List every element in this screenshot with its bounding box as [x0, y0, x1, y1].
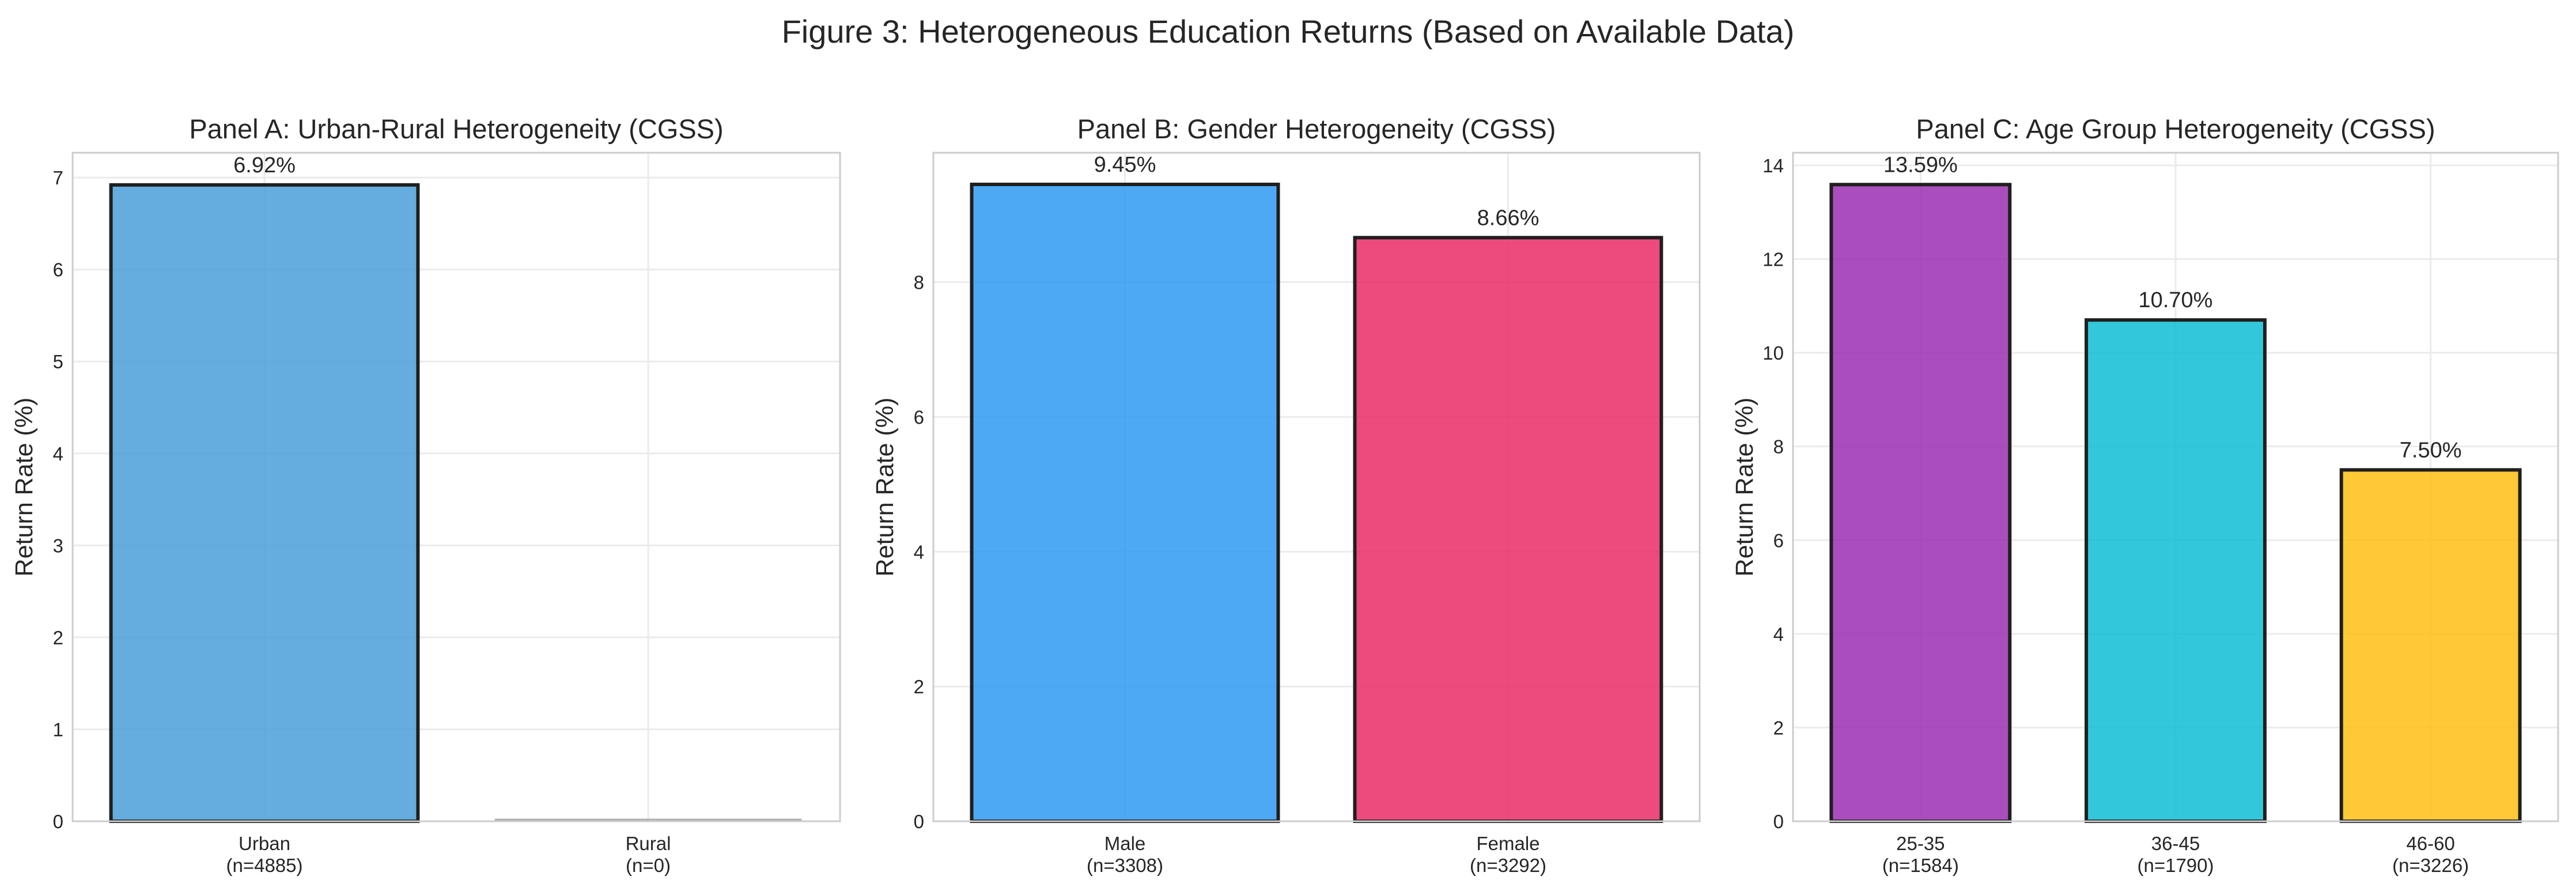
x-tick-label: 46-60: [2406, 833, 2454, 854]
x-tick-label: 36-45: [2151, 833, 2200, 854]
data-label: 10.70%: [2139, 288, 2213, 312]
bar-urban: [109, 183, 420, 823]
x-tick-sample-size: (n=0): [626, 855, 671, 876]
x-tick-label: 25-35: [1896, 833, 1945, 854]
panel-title: Panel B: Gender Heterogeneity (CGSS): [1077, 114, 1556, 144]
y-tick-label: 4: [914, 541, 924, 562]
plot-frame: [932, 152, 1701, 822]
y-tick-label: 14: [1762, 155, 1784, 176]
bar-36-45: [2085, 318, 2267, 823]
bar-female: [1353, 236, 1663, 824]
panel-title: Panel C: Age Group Heterogeneity (CGSS): [1916, 114, 2435, 144]
y-tick-label: 5: [53, 351, 63, 372]
bar-male: [970, 182, 1280, 823]
y-axis-label: Return Rate (%): [10, 398, 38, 577]
x-tick-sample-size: (n=3292): [1470, 855, 1546, 876]
y-tick-label: 8: [1773, 436, 1784, 458]
plot-frame: [1792, 152, 2559, 822]
data-label: 6.92%: [233, 153, 296, 178]
data-label: 8.66%: [1477, 206, 1539, 230]
y-axis-label: Return Rate (%): [871, 398, 899, 577]
y-tick-label: 6: [53, 259, 63, 281]
y-tick-label: 3: [53, 535, 63, 556]
y-tick-label: 2: [53, 627, 63, 648]
x-tick-sample-size: (n=1790): [2137, 855, 2214, 876]
y-tick-label: 2: [1773, 717, 1784, 738]
panel-b-gender: 9.45% Male(n=3308) 8.66% Female(n=3292) 0 2 4 6…: [871, 114, 1701, 876]
y-tick-label: 0: [1773, 811, 1784, 832]
y-tick-label: 6: [1773, 530, 1784, 551]
panel-c-age-group: 13.59% 25-35(n=1584) 10.70% 36-45(n=1790) 7.…: [1731, 114, 2559, 876]
x-tick-label: Male: [1104, 833, 1146, 854]
data-label: 7.50%: [2400, 438, 2462, 462]
y-tick-label: 10: [1762, 342, 1784, 364]
x-tick-label: Female: [1476, 833, 1539, 854]
y-tick-label: 0: [914, 811, 924, 832]
panel-title: Panel A: Urban-Rural Heterogeneity (CGSS…: [189, 114, 723, 144]
figure-title: Figure 3: Heterogeneous Education Return…: [781, 13, 1795, 50]
y-tick-label: 12: [1762, 249, 1784, 270]
x-tick-sample-size: (n=3308): [1087, 855, 1163, 876]
y-tick-label: 7: [53, 167, 63, 188]
y-tick-label: 8: [914, 272, 924, 293]
data-label: 9.45%: [1094, 153, 1156, 177]
y-tick-label: 4: [1773, 624, 1784, 645]
y-tick-label: 4: [53, 443, 63, 465]
y-axis-label: Return Rate (%): [1731, 398, 1758, 577]
x-tick-sample-size: (n=1584): [1882, 855, 1959, 876]
y-tick-label: 0: [53, 811, 63, 832]
plot-frame: [71, 152, 841, 822]
data-label: 13.59%: [1883, 153, 1958, 177]
x-tick-label: Urban: [239, 833, 290, 854]
bar-25-35: [1829, 183, 2012, 823]
x-tick-label: Rural: [626, 833, 671, 854]
bar-46-60: [2339, 468, 2522, 823]
x-tick-sample-size: (n=4885): [226, 855, 302, 876]
y-tick-label: 1: [53, 719, 63, 740]
x-tick-sample-size: (n=3226): [2392, 855, 2469, 876]
y-tick-label: 6: [914, 406, 924, 428]
panel-a-urban-rural: 6.92% Urban(n=4885) Rural(n=0) 0 1 2 3 4 5 6 7 Pane…: [10, 114, 841, 876]
y-tick-label: 2: [914, 676, 924, 697]
